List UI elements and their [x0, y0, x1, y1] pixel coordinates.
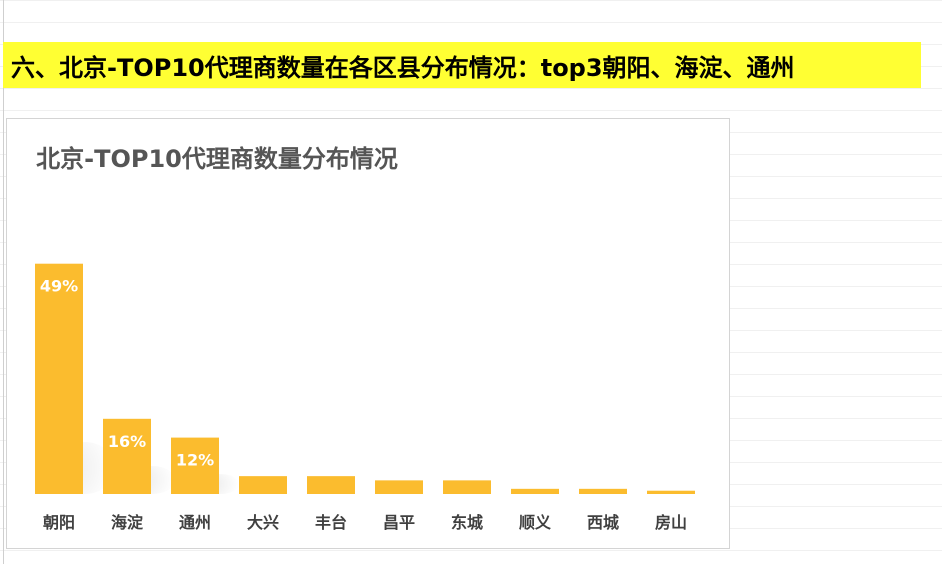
x-tick-label: 丰台: [315, 513, 347, 532]
chart-title: 北京-TOP10代理商数量分布情况: [36, 145, 398, 173]
bar-朝阳[interactable]: [35, 263, 83, 494]
data-label: 49%: [40, 277, 78, 296]
section-heading-banner: 六、北京-TOP10代理商数量在各区县分布情况：top3朝阳、海淀、通州: [3, 42, 921, 88]
x-tick-label: 西城: [587, 513, 619, 532]
bar-大兴[interactable]: [239, 476, 287, 494]
x-tick-label: 通州: [179, 513, 211, 532]
bar-丰台[interactable]: [307, 476, 355, 494]
bar-东城[interactable]: [443, 480, 491, 494]
x-tick-label: 房山: [655, 513, 687, 532]
x-tick-label: 朝阳: [43, 513, 75, 532]
x-tick-label: 顺义: [519, 513, 551, 532]
bar-海淀[interactable]: [103, 418, 151, 494]
data-label: 16%: [108, 432, 146, 451]
x-tick-label: 昌平: [383, 513, 415, 532]
chart-container[interactable]: 北京-TOP10代理商数量分布情况 49% 朝阳 16% 海淀 12% 通州 大兴 丰台 昌平 东…: [6, 118, 730, 549]
x-tick-label: 大兴: [247, 513, 279, 532]
bar-chart: 北京-TOP10代理商数量分布情况 49% 朝阳 16% 海淀 12% 通州 大兴 丰台 昌平 东…: [35, 145, 695, 532]
bar-通州[interactable]: [171, 437, 219, 494]
bar-房山[interactable]: [647, 490, 695, 494]
data-label: 12%: [176, 451, 214, 470]
bar-顺义[interactable]: [511, 488, 559, 494]
plot-area: 49% 朝阳 16% 海淀 12% 通州 大兴 丰台 昌平 东城 顺义 西城 房山: [35, 263, 695, 532]
bar-昌平[interactable]: [375, 480, 423, 494]
x-tick-label: 东城: [451, 513, 483, 532]
column-divider: [3, 0, 4, 564]
x-tick-label: 海淀: [111, 513, 144, 532]
section-heading-text: 六、北京-TOP10代理商数量在各区县分布情况：top3朝阳、海淀、通州: [11, 53, 795, 82]
bar-西城[interactable]: [579, 488, 627, 494]
